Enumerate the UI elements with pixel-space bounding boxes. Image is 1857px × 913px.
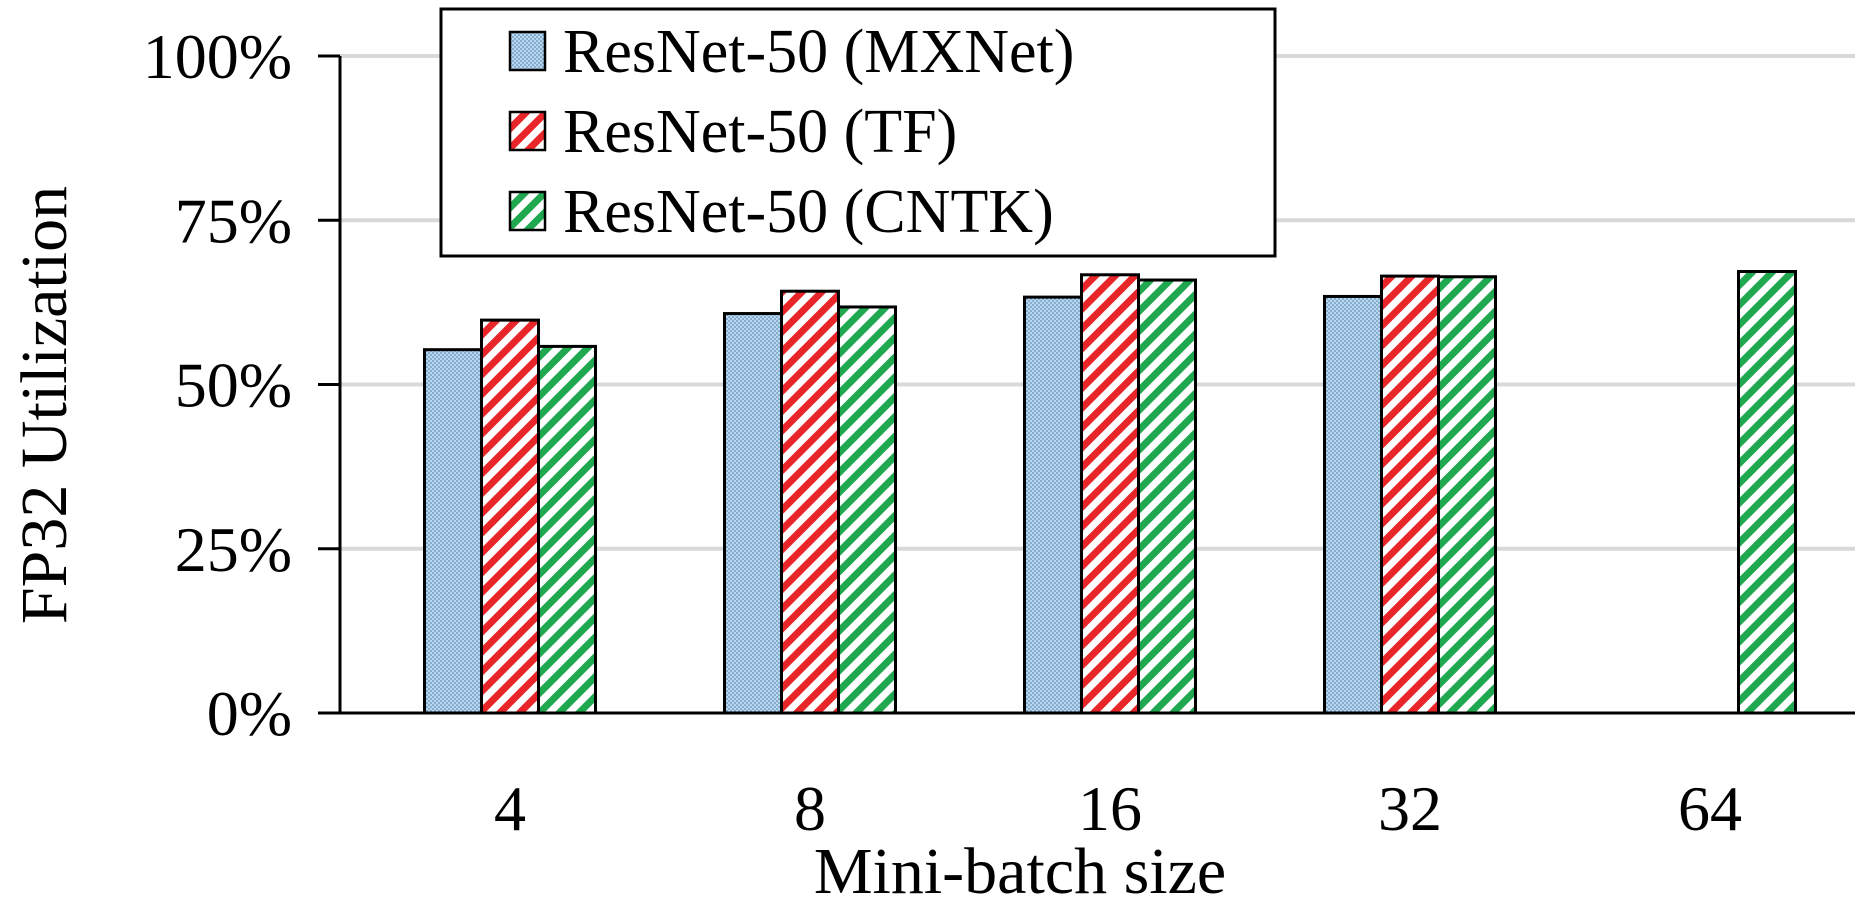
bar-4-1 — [480, 318, 540, 715]
x-tick-label: 8 — [794, 773, 826, 844]
legend-label: ResNet-50 (TF) — [563, 98, 957, 166]
bar-32-2 — [1437, 275, 1497, 715]
bar-4-0 — [423, 348, 483, 715]
y-axis-title: FP32 Utilization — [8, 186, 81, 624]
legend-swatch-1 — [508, 110, 547, 152]
bar-16-0 — [1023, 295, 1083, 715]
y-tick-label: 100% — [143, 21, 292, 92]
legend-label: ResNet-50 (MXNet) — [563, 18, 1074, 86]
legend-swatch-2 — [508, 190, 547, 232]
bars — [423, 269, 1797, 715]
legend-label: ResNet-50 (CNTK) — [563, 178, 1054, 246]
bar-32-1 — [1380, 274, 1440, 715]
x-tick-label: 16 — [1078, 773, 1142, 844]
bar-8-0 — [723, 312, 783, 715]
bar-16-1 — [1080, 273, 1140, 715]
x-tick-label: 32 — [1378, 773, 1442, 844]
x-tick-label: 4 — [494, 773, 526, 844]
x-tick-labels: 4 8 16 32 64 — [494, 773, 1742, 844]
y-tick-label: 25% — [175, 514, 292, 585]
bar-32-0 — [1323, 294, 1383, 715]
bar-8-2 — [837, 305, 897, 715]
axes — [318, 54, 1855, 715]
x-tick-label: 64 — [1678, 773, 1742, 844]
bar-4-2 — [537, 344, 597, 715]
y-tick-label: 0% — [207, 678, 292, 749]
legend-swatch-0 — [508, 30, 547, 72]
y-tick-label: 50% — [175, 350, 292, 421]
y-tick-labels: 0% 25% 50% 75% 100% — [143, 21, 292, 749]
legend: ResNet-50 (MXNet) ResNet-50 (TF) ResNet-50… — [439, 7, 1277, 258]
y-tick-label: 75% — [175, 185, 292, 256]
bar-64-2 — [1737, 269, 1797, 715]
bar-8-1 — [780, 289, 840, 715]
legend-box — [439, 7, 1277, 258]
bar-16-2 — [1137, 278, 1197, 715]
x-axis-title: Mini-batch size — [814, 835, 1226, 908]
